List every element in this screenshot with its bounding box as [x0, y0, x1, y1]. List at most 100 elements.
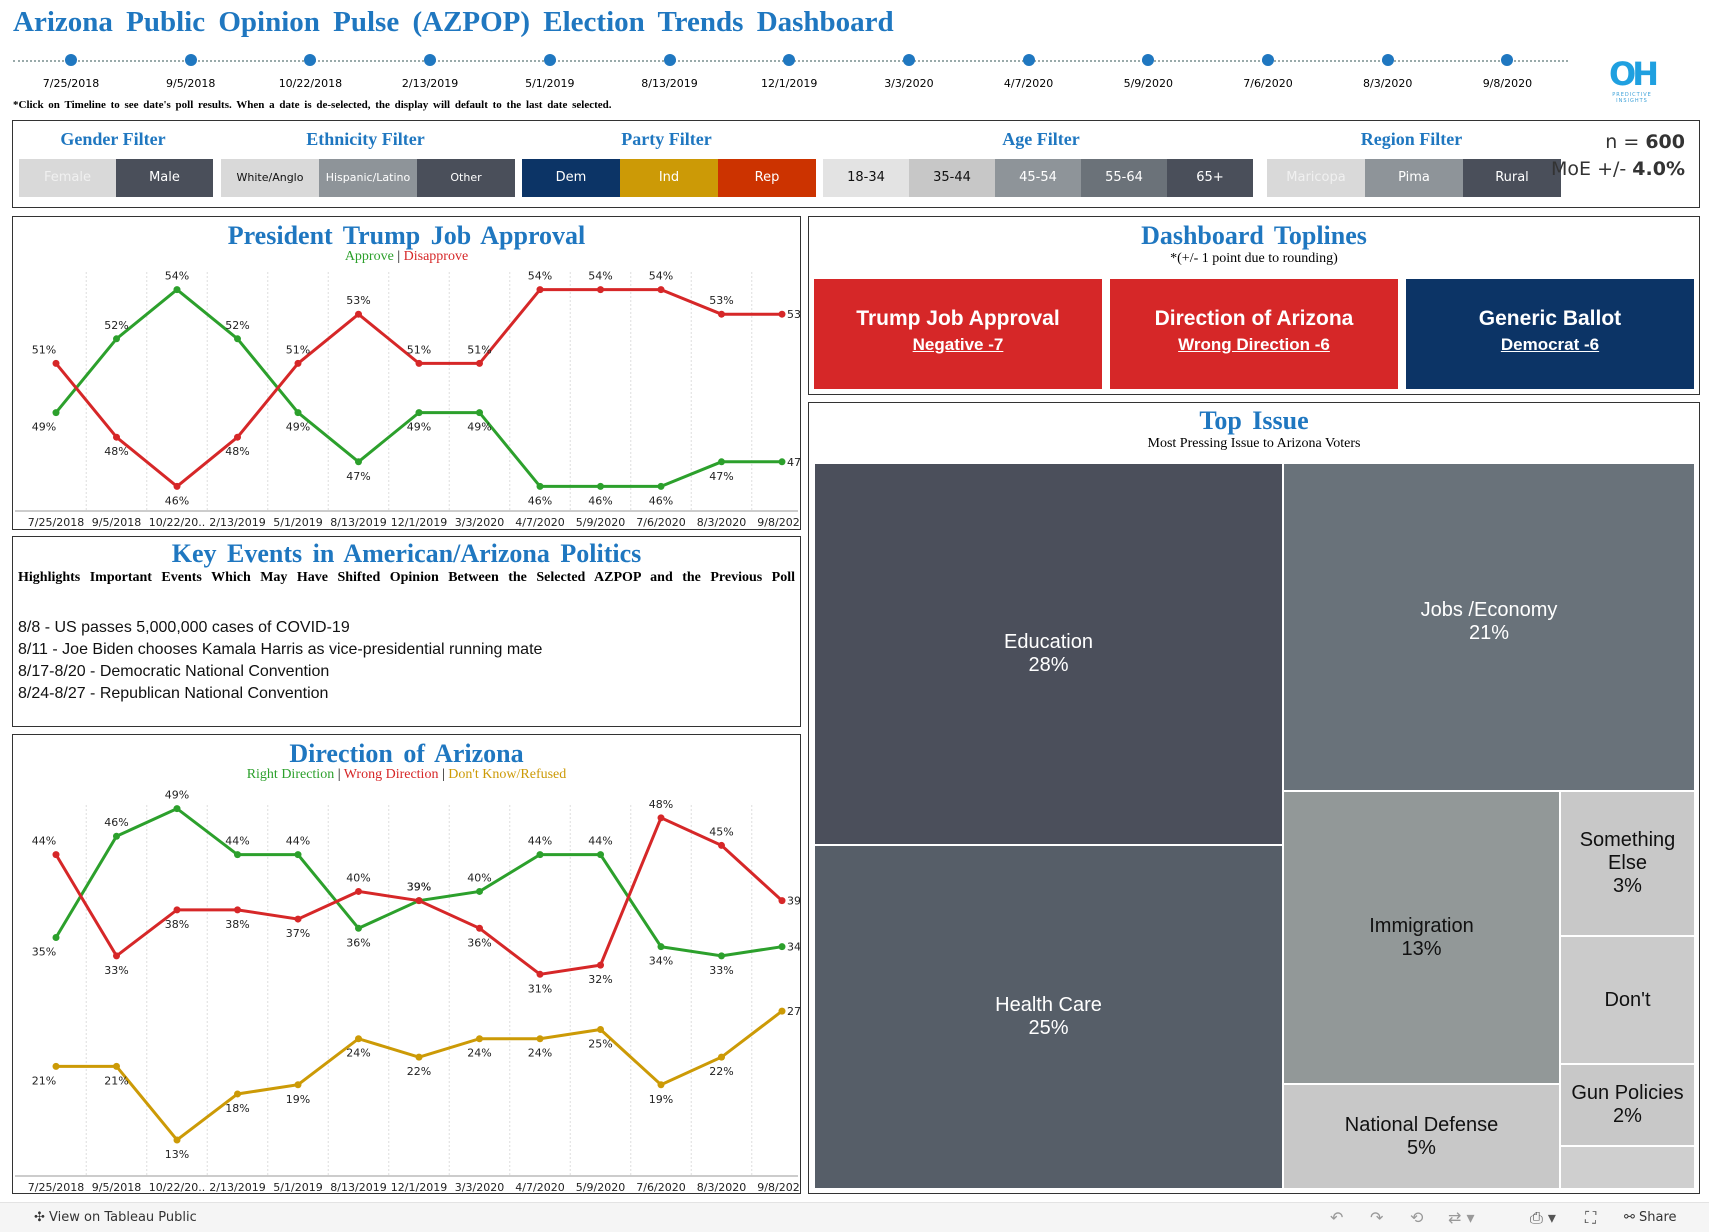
data-point[interactable] — [718, 310, 725, 318]
filter-female[interactable]: Female — [19, 159, 116, 197]
filter-age-18-34[interactable]: 18-34 — [823, 159, 909, 197]
timeline-dot[interactable] — [1022, 54, 1035, 66]
share-button[interactable]: ⚯ Share — [1624, 1210, 1677, 1225]
data-point[interactable] — [718, 1053, 725, 1061]
data-point[interactable] — [173, 1136, 181, 1144]
data-point[interactable] — [113, 1062, 120, 1070]
data-point[interactable] — [657, 814, 665, 822]
data-point[interactable] — [476, 1035, 483, 1043]
data-point[interactable] — [52, 359, 60, 367]
treemap-cell-other[interactable] — [1560, 1146, 1695, 1189]
timeline-date[interactable]: 12/1/2019 — [734, 44, 844, 90]
timeline-date[interactable]: 5/9/2020 — [1093, 44, 1203, 90]
refresh-icon[interactable]: ⇄ ▾ — [1448, 1208, 1475, 1227]
undo-icon[interactable]: ↶ — [1330, 1208, 1344, 1227]
timeline-dot[interactable] — [65, 54, 77, 66]
data-point[interactable] — [415, 1053, 423, 1061]
data-point[interactable] — [52, 1062, 60, 1070]
data-point[interactable] — [52, 933, 60, 941]
filter-dem[interactable]: Dem — [522, 159, 620, 197]
filter-age-65plus[interactable]: 65+ — [1167, 159, 1253, 197]
treemap-cell-dont-know[interactable]: Don't — [1560, 936, 1695, 1064]
filter-ind[interactable]: Ind — [620, 159, 718, 197]
data-point[interactable] — [294, 409, 302, 417]
data-point[interactable] — [355, 887, 362, 895]
data-point[interactable] — [536, 286, 544, 294]
data-point[interactable] — [657, 1081, 665, 1089]
download-icon[interactable]: ⎙ ▾ — [1530, 1208, 1556, 1227]
timeline-dot[interactable] — [1262, 54, 1274, 66]
data-point[interactable] — [778, 1007, 786, 1015]
treemap-cell-health-care[interactable]: Health Care 25% — [814, 845, 1283, 1189]
data-point[interactable] — [657, 286, 665, 294]
timeline-dot[interactable] — [543, 54, 556, 66]
filter-rep[interactable]: Rep — [718, 159, 816, 197]
topline-trump-card[interactable]: Trump Job Approval Negative -7 — [814, 279, 1102, 389]
data-point[interactable] — [173, 805, 181, 813]
data-point[interactable] — [778, 943, 786, 951]
fullscreen-icon[interactable]: ⛶ — [1585, 1208, 1597, 1227]
timeline-dot[interactable] — [783, 54, 796, 66]
data-point[interactable] — [173, 906, 181, 914]
timeline-dot[interactable] — [1501, 54, 1514, 66]
data-point[interactable] — [718, 841, 725, 849]
data-point[interactable] — [476, 409, 483, 417]
data-point[interactable] — [113, 335, 120, 343]
timeline-dot[interactable] — [663, 54, 676, 66]
data-point[interactable] — [415, 409, 423, 417]
topline-direction-card[interactable]: Direction of Arizona Wrong Direction -6 — [1110, 279, 1398, 389]
data-point[interactable] — [718, 458, 725, 466]
data-point[interactable] — [778, 458, 786, 466]
data-point[interactable] — [597, 1026, 604, 1034]
redo-icon[interactable]: ↷ — [1370, 1208, 1384, 1227]
timeline-date[interactable]: 8/3/2020 — [1333, 44, 1443, 90]
data-point[interactable] — [294, 1081, 302, 1089]
data-point[interactable] — [718, 952, 725, 960]
data-point[interactable] — [234, 851, 241, 859]
treemap-cell-education[interactable]: Education 28% — [814, 463, 1283, 845]
data-point[interactable] — [294, 359, 302, 367]
data-point[interactable] — [355, 1035, 362, 1043]
data-point[interactable] — [355, 458, 362, 466]
data-point[interactable] — [234, 1090, 241, 1098]
treemap-cell-jobs-economy[interactable]: Jobs /Economy 21% — [1283, 463, 1695, 791]
data-point[interactable] — [294, 851, 302, 859]
data-point[interactable] — [113, 433, 120, 441]
data-point[interactable] — [355, 924, 362, 932]
timeline-dot[interactable] — [304, 54, 317, 66]
data-point[interactable] — [234, 906, 241, 914]
filter-maricopa[interactable]: Maricopa — [1267, 159, 1365, 197]
filter-age-55-64[interactable]: 55-64 — [1081, 159, 1167, 197]
data-point[interactable] — [778, 310, 786, 318]
data-point[interactable] — [657, 482, 665, 490]
data-point[interactable] — [597, 961, 604, 969]
timeline-dot[interactable] — [1381, 54, 1394, 66]
treemap-cell-something-else[interactable]: Something Else 3% — [1560, 791, 1695, 936]
data-point[interactable] — [113, 952, 120, 960]
data-point[interactable] — [294, 915, 302, 923]
filter-age-45-54[interactable]: 45-54 — [995, 159, 1081, 197]
data-point[interactable] — [476, 887, 483, 895]
data-point[interactable] — [52, 409, 60, 417]
data-point[interactable] — [415, 897, 423, 905]
data-point[interactable] — [536, 970, 544, 978]
topline-ballot-card[interactable]: Generic Ballot Democrat -6 — [1406, 279, 1694, 389]
filter-male[interactable]: Male — [116, 159, 213, 197]
revert-icon[interactable]: ⟲ — [1410, 1208, 1424, 1227]
timeline-date[interactable]: 4/7/2020 — [974, 44, 1084, 90]
data-point[interactable] — [536, 482, 544, 490]
data-point[interactable] — [476, 924, 483, 932]
data-point[interactable] — [476, 359, 483, 367]
data-point[interactable] — [536, 1035, 544, 1043]
timeline-date[interactable]: 9/5/2018 — [136, 44, 246, 90]
data-point[interactable] — [173, 286, 181, 294]
data-point[interactable] — [657, 943, 665, 951]
data-point[interactable] — [113, 832, 120, 840]
treemap-cell-immigration[interactable]: Immigration 13% — [1283, 791, 1560, 1084]
timeline-date[interactable]: 3/3/2020 — [854, 44, 964, 90]
timeline-date[interactable]: 5/1/2019 — [495, 44, 605, 90]
treemap-cell-gun-policies[interactable]: Gun Policies 2% — [1560, 1064, 1695, 1146]
timeline-date[interactable]: 7/25/2018 — [16, 44, 126, 90]
filter-rural[interactable]: Rural — [1463, 159, 1561, 197]
timeline-dot[interactable] — [184, 54, 197, 66]
